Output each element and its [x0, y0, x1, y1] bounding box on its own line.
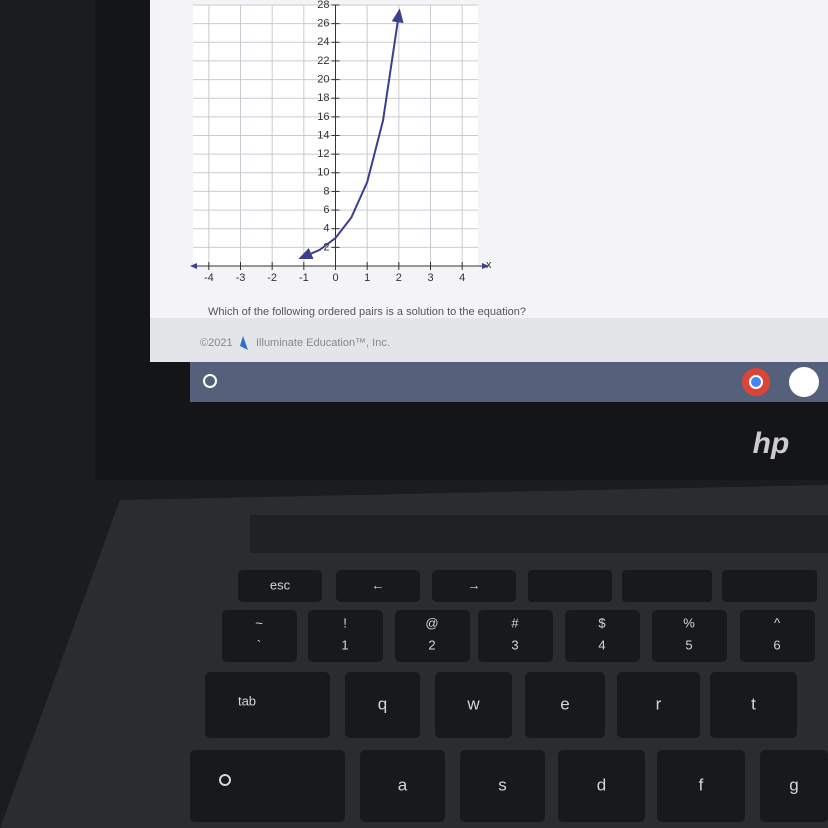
y-tick-label: 18: [317, 92, 329, 104]
letter-key[interactable]: [710, 672, 797, 738]
letter-key-label: g: [789, 775, 798, 794]
letter-key-label: a: [398, 775, 408, 794]
number-key[interactable]: [395, 610, 470, 662]
letter-key[interactable]: [558, 750, 645, 822]
x-tick-label: 0: [332, 272, 338, 284]
x-tick-label: 4: [459, 272, 465, 284]
curve: [298, 8, 404, 260]
key-bottom: 3: [511, 637, 518, 652]
function-key[interactable]: [238, 570, 322, 602]
letter-key[interactable]: [525, 672, 605, 738]
number-key[interactable]: [222, 610, 297, 662]
x-tick-label: -2: [267, 272, 277, 284]
key-bottom: 4: [598, 637, 605, 652]
letter-key-label: w: [466, 694, 480, 713]
y-tick-label: 4: [323, 223, 329, 235]
launcher[interactable]: [203, 374, 217, 388]
function-key-label: ←: [372, 577, 385, 592]
search-key[interactable]: [190, 750, 345, 822]
letter-key[interactable]: [460, 750, 545, 822]
copyright: ©2021: [200, 337, 233, 349]
y-tick-label: 12: [317, 148, 329, 160]
number-key[interactable]: [308, 610, 383, 662]
y-tick-label: 14: [317, 129, 329, 141]
footer-bar: [150, 318, 828, 362]
key-top: @: [425, 615, 438, 630]
key-top: $: [598, 615, 606, 630]
y-tick-label: 20: [317, 73, 329, 85]
number-key[interactable]: [565, 610, 640, 662]
key-bottom: 1: [341, 637, 348, 652]
function-key-label: →: [468, 577, 481, 592]
y-tick-label: 6: [323, 204, 329, 216]
letter-key[interactable]: [435, 672, 512, 738]
function-key-label: esc: [270, 577, 291, 592]
letter-key[interactable]: [360, 750, 445, 822]
letter-key-label: t: [751, 694, 756, 713]
y-tick-label: 24: [317, 36, 329, 48]
overview-key[interactable]: [722, 570, 817, 602]
function-key[interactable]: [432, 570, 516, 602]
x-tick-label: 2: [396, 272, 402, 284]
letter-key[interactable]: [657, 750, 745, 822]
x-tick-label: 1: [364, 272, 370, 284]
taskbar: [190, 362, 828, 402]
x-axis-label: x: [486, 259, 492, 271]
search-icon: [219, 774, 231, 786]
letter-key[interactable]: [760, 750, 828, 822]
y-tick-label: 16: [317, 111, 329, 123]
y-tick-label: 22: [317, 55, 329, 67]
key-bottom: 6: [773, 637, 780, 652]
letter-key-label: q: [378, 694, 387, 713]
x-tick-label: -1: [299, 272, 309, 284]
letter-key-label: tab: [238, 693, 256, 708]
key-top: ~: [255, 615, 263, 630]
letter-key[interactable]: [205, 672, 330, 738]
y-tick-label: 8: [323, 185, 329, 197]
number-key[interactable]: [740, 610, 815, 662]
key-top: %: [683, 615, 695, 630]
number-key[interactable]: [652, 610, 727, 662]
brand: hp: [753, 427, 790, 460]
letter-key[interactable]: [617, 672, 700, 738]
key-top: ^: [774, 615, 781, 630]
key-bottom: 2: [428, 637, 435, 652]
drive-icon[interactable]: [789, 367, 819, 397]
y-tick-label: 26: [317, 18, 329, 30]
refresh-key[interactable]: [528, 570, 612, 602]
letter-key-label: r: [656, 694, 662, 713]
letter-key-label: f: [699, 775, 704, 794]
x-tick-label: -3: [236, 272, 246, 284]
x-tick-label: 3: [427, 272, 433, 284]
letter-key-label: e: [560, 694, 569, 713]
speaker-grille: [250, 515, 828, 553]
key-bottom: `: [257, 637, 261, 652]
y-tick-label: 10: [317, 167, 329, 179]
fullscreen-key[interactable]: [622, 570, 712, 602]
number-key[interactable]: [478, 610, 553, 662]
letter-key[interactable]: [345, 672, 420, 738]
keyboard: esc ← → ~ `! 1 @2 #3 $4% 5 ^ 6 tab q w e r t a s d f g: [205, 570, 828, 822]
x-tick-label: -4: [204, 272, 214, 284]
key-top: !: [343, 615, 347, 630]
letter-key-label: d: [597, 775, 606, 794]
y-tick-label: 28: [317, 0, 329, 11]
letter-key-label: s: [498, 775, 507, 794]
key-bottom: 5: [685, 637, 692, 652]
question: Which of the following ordered pairs is …: [208, 306, 526, 318]
company: Illuminate Education™, Inc.: [256, 337, 390, 349]
chrome-center: [749, 375, 763, 389]
key-top: #: [511, 615, 519, 630]
logo: [240, 336, 248, 350]
function-key[interactable]: [336, 570, 420, 602]
